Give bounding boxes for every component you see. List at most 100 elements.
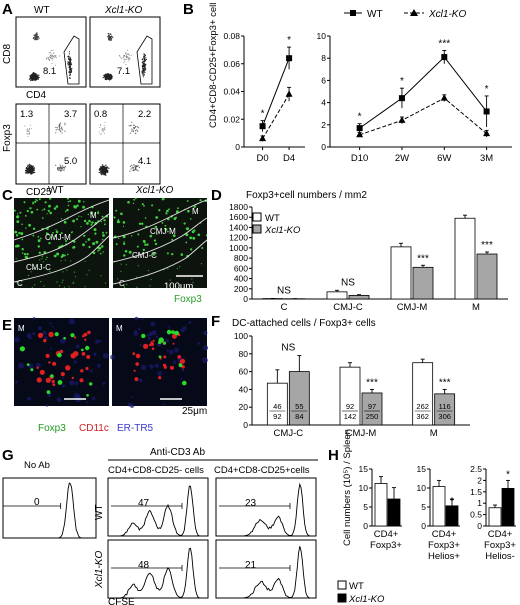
foxp3-dot — [37, 239, 41, 243]
x-tick-label: CMJ-M — [346, 428, 377, 439]
scatter-dot — [69, 73, 71, 75]
x-tick-label: CMJ-C — [274, 428, 304, 439]
foxp3-dot — [26, 209, 29, 213]
foxp3-dot — [146, 243, 149, 246]
scatter-dot — [33, 167, 36, 169]
scatter-dot — [29, 74, 32, 77]
b-legend-ko-marker — [410, 9, 418, 16]
foxp3-dot — [64, 259, 66, 261]
a-top-plot-wt — [15, 16, 87, 88]
ertr5-dot — [165, 338, 169, 343]
scatter-dot — [141, 59, 143, 61]
y-tick-label: 600 — [234, 263, 248, 273]
scatter-dot — [67, 64, 69, 66]
foxp3-dot — [19, 346, 25, 352]
scatter-dot — [122, 57, 124, 59]
e-legend-cd11c: CD11c — [79, 423, 109, 434]
foxp3-dot — [69, 200, 72, 203]
foxp3-dot — [144, 243, 147, 246]
foxp3-dot — [18, 245, 21, 247]
data-point-wt — [356, 125, 363, 132]
data-point-ko — [483, 129, 491, 137]
foxp3-dot — [17, 213, 19, 215]
bar — [387, 498, 401, 527]
scatter-dot — [132, 166, 134, 168]
ertr5-dot — [169, 349, 174, 355]
x-tick-label: 2W — [395, 153, 409, 164]
b-legend-wt-marker — [350, 10, 356, 16]
y-tick-label: 1.5 — [470, 487, 482, 497]
foxp3-dot — [50, 374, 54, 378]
cd11c-dot — [52, 383, 56, 387]
scatter-dot — [130, 168, 132, 170]
scatter-dot — [32, 76, 34, 78]
scatter-dot — [103, 124, 105, 126]
scatter-dot — [29, 171, 32, 174]
significance-marker: * — [400, 76, 404, 87]
data-point-ko — [285, 90, 293, 97]
scatter-dot — [54, 64, 56, 66]
cd11c-dot — [158, 376, 162, 380]
scatter-dot — [102, 172, 104, 174]
data-point-ko — [440, 94, 448, 101]
scatter-dot — [27, 135, 29, 137]
a-quad-ko-ul: 0.8 — [94, 109, 107, 120]
scatter-dot — [69, 62, 71, 64]
g-value-ko-cd25pos: 21 — [245, 560, 257, 571]
foxp3-dot — [95, 240, 99, 244]
foxp3-dot — [40, 265, 42, 267]
foxp3-dot — [63, 286, 65, 288]
foxp3-dot — [94, 232, 97, 235]
scatter-dot — [99, 133, 101, 135]
cd11c-dot — [51, 379, 55, 384]
g-col1-label: CD4+CD8-CD25- cells — [108, 465, 204, 476]
scatter-dot — [56, 168, 59, 170]
a-top-dots-wt — [28, 32, 73, 82]
scatter-dot — [142, 72, 144, 74]
scatter-dot — [62, 166, 64, 168]
cd11c-dot — [135, 362, 139, 366]
scatter-dot — [32, 72, 35, 74]
cd11c-dot — [135, 353, 141, 359]
foxp3-dot — [192, 236, 196, 240]
foxp3-dot — [60, 232, 63, 235]
scatter-dot — [28, 129, 30, 131]
scatter-dot — [34, 39, 36, 41]
scatter-dot — [133, 124, 135, 126]
scatter-dot — [127, 58, 129, 60]
ertr5-dot — [49, 322, 52, 325]
c-label-c-ko: C — [119, 279, 125, 288]
foxp3-dot — [49, 211, 52, 215]
foxp3-dot — [161, 198, 164, 201]
scatter-dot — [53, 55, 55, 57]
e-label-m-ko: M — [116, 324, 123, 333]
scatter-dot — [119, 54, 121, 56]
ertr5-dot — [51, 325, 54, 328]
scatter-dot — [134, 165, 136, 167]
cd11c-dot — [37, 332, 44, 338]
foxp3-dot — [30, 271, 32, 273]
scatter-dot — [126, 49, 128, 51]
y-tick-label: 0 — [477, 521, 482, 531]
scatter-dot — [134, 126, 137, 128]
scatter-dot — [35, 78, 37, 80]
scatter-dot — [133, 127, 136, 130]
scatter-dot — [102, 167, 104, 169]
panel-c-letter: C — [2, 187, 13, 204]
foxp3-dot — [175, 216, 177, 219]
scatter-dot — [68, 58, 70, 61]
panel-e: E M M 25μm Foxp3 CD11c ER-TR5 — [2, 316, 209, 434]
foxp3-dot — [41, 258, 43, 260]
scatter-dot — [63, 169, 65, 171]
cd11c-dot — [169, 365, 175, 370]
scatter-dot — [103, 128, 105, 130]
y-tick-label: 5 — [421, 502, 426, 512]
foxp3-dot — [122, 242, 126, 245]
scatter-dot — [69, 72, 72, 74]
ertr5-dot — [96, 363, 101, 368]
chart-h: 051015CD4+Foxp3+051015*CD4+Foxp3+Helios+… — [359, 464, 517, 562]
count-denominator: 142 — [344, 412, 357, 421]
y-tick-label: 15 — [417, 464, 427, 474]
d-title: Foxp3+cell numbers / mm2 — [246, 190, 367, 201]
ertr5-dot — [146, 334, 150, 337]
